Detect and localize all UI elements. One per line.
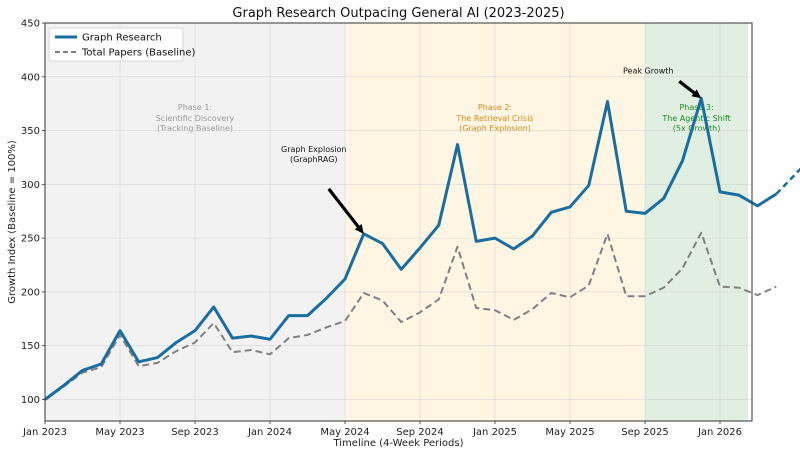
graph-research-line xyxy=(44,96,778,401)
x-tick-label: May 2025 xyxy=(545,427,594,438)
phase-2-line-1: The Retrieval Crisis xyxy=(455,114,533,123)
annotation-arrowhead xyxy=(354,224,364,234)
total-papers-line xyxy=(44,231,777,401)
x-tick-label: Sep 2024 xyxy=(396,427,443,438)
y-tick-label: 450 xyxy=(21,19,40,30)
y-axis-label: Growth Index (Baseline = 100%) xyxy=(7,140,18,304)
x-tick-label: Sep 2025 xyxy=(621,427,668,438)
legend-label-2: Total Papers (Baseline) xyxy=(81,48,196,59)
x-tick-label: Jan 2025 xyxy=(472,427,517,438)
annotation-arrowhead xyxy=(691,89,702,99)
y-tick-label: 150 xyxy=(21,341,40,352)
y-tick-label: 250 xyxy=(21,234,40,245)
x-axis-label: Timeline (4-Week Periods) xyxy=(332,438,463,449)
phase-band-3 xyxy=(645,23,749,421)
plot-frame xyxy=(44,22,753,422)
legend-box xyxy=(48,27,184,62)
x-tick-label: Jan 2024 xyxy=(247,427,292,438)
annotation-text: Graph Explosion xyxy=(281,145,346,154)
phase-3-title: Phase 3: xyxy=(679,103,713,112)
chart-title: Graph Research Outpacing General AI (202… xyxy=(232,6,564,21)
x-tick-label: May 2023 xyxy=(95,427,144,438)
y-tick-label: 100 xyxy=(21,395,40,406)
y-tick-label: 300 xyxy=(21,180,40,191)
annotation-text: Peak Growth xyxy=(623,66,674,75)
y-tick-label: 400 xyxy=(21,72,40,83)
x-tick-label: Jan 2023 xyxy=(22,427,67,438)
annotation-arrow xyxy=(678,80,696,95)
x-tick-label: Sep 2023 xyxy=(171,427,218,438)
annotation-text: (GraphRAG) xyxy=(290,155,338,164)
y-tick-label: 200 xyxy=(21,287,40,298)
x-tick-label: Jan 2026 xyxy=(697,427,742,438)
annotation-arrow xyxy=(327,187,361,229)
legend-label-1: Graph Research xyxy=(82,33,162,44)
y-tick-label: 350 xyxy=(21,126,40,137)
x-tick-label: May 2024 xyxy=(320,427,369,438)
phase-3-line-2: (5x Growth) xyxy=(673,124,721,133)
projection-line xyxy=(775,167,800,195)
